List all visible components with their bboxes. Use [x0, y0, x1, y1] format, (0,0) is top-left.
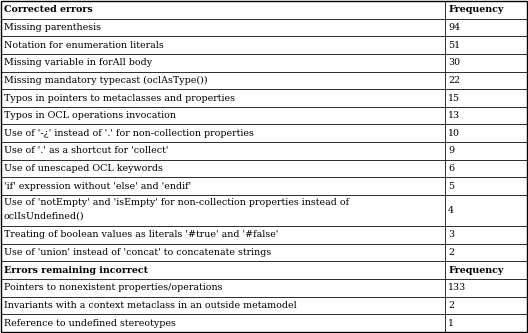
Text: Frequency: Frequency [448, 5, 504, 14]
Bar [1, 54, 445, 72]
Text: Use of '.' as a shortcut for 'collect': Use of '.' as a shortcut for 'collect' [4, 147, 168, 156]
Text: 15: 15 [448, 94, 460, 103]
Bar [445, 107, 527, 125]
Text: 3: 3 [448, 230, 454, 239]
Bar [1, 89, 445, 107]
Bar [445, 142, 527, 160]
Text: oclIsUndefined(): oclIsUndefined() [4, 212, 84, 221]
Text: Corrected errors: Corrected errors [4, 5, 93, 14]
Bar [445, 160, 527, 177]
Bar [445, 54, 527, 72]
Text: 22: 22 [448, 76, 460, 85]
Bar [445, 89, 527, 107]
Text: 9: 9 [448, 147, 454, 156]
Bar [1, 195, 445, 226]
Bar [445, 226, 527, 244]
Text: 'if' expression without 'else' and 'endif': 'if' expression without 'else' and 'endi… [4, 182, 191, 191]
Bar [1, 160, 445, 177]
Text: Invariants with a context metaclass in an outside metamodel: Invariants with a context metaclass in a… [4, 301, 297, 310]
Text: Typos in pointers to metaclasses and properties: Typos in pointers to metaclasses and pro… [4, 94, 235, 103]
Text: 13: 13 [448, 111, 460, 120]
Bar [445, 279, 527, 297]
Bar [445, 297, 527, 314]
Bar [1, 72, 445, 89]
Text: Typos in OCL operations invocation: Typos in OCL operations invocation [4, 111, 176, 120]
Text: 5: 5 [448, 182, 454, 191]
Bar [1, 177, 445, 195]
Text: Reference to undefined stereotypes: Reference to undefined stereotypes [4, 319, 176, 328]
Text: Pointers to nonexistent properties/operations: Pointers to nonexistent properties/opera… [4, 283, 222, 292]
Text: 94: 94 [448, 23, 460, 32]
Bar [1, 297, 445, 314]
Text: 133: 133 [448, 283, 466, 292]
Bar [445, 195, 527, 226]
Text: 2: 2 [448, 301, 454, 310]
Bar [1, 19, 445, 36]
Bar [445, 1, 527, 19]
Text: Use of unescaped OCL keywords: Use of unescaped OCL keywords [4, 164, 163, 173]
Text: 1: 1 [448, 319, 454, 328]
Text: Notation for enumeration literals: Notation for enumeration literals [4, 41, 164, 50]
Bar [445, 177, 527, 195]
Bar [445, 36, 527, 54]
Text: 4: 4 [448, 206, 454, 215]
Text: Frequency: Frequency [448, 266, 504, 275]
Bar [445, 314, 527, 332]
Bar [445, 125, 527, 142]
Bar [445, 19, 527, 36]
Text: 2: 2 [448, 248, 454, 257]
Bar [1, 1, 445, 19]
Text: 51: 51 [448, 41, 460, 50]
Bar [1, 125, 445, 142]
Text: Missing parenthesis: Missing parenthesis [4, 23, 101, 32]
Bar [1, 226, 445, 244]
Text: Missing variable in forAll body: Missing variable in forAll body [4, 58, 152, 67]
Bar [445, 261, 527, 279]
Bar [445, 72, 527, 89]
Text: Use of 'union' instead of 'concat' to concatenate strings: Use of 'union' instead of 'concat' to co… [4, 248, 271, 257]
Text: Use of 'notEmpty' and 'isEmpty' for non-collection properties instead of: Use of 'notEmpty' and 'isEmpty' for non-… [4, 198, 349, 207]
Bar [1, 279, 445, 297]
Text: 6: 6 [448, 164, 454, 173]
Bar [1, 261, 445, 279]
Text: Errors remaining incorrect: Errors remaining incorrect [4, 266, 148, 275]
Bar [445, 244, 527, 261]
Bar [1, 107, 445, 125]
Bar [1, 244, 445, 261]
Text: 10: 10 [448, 129, 460, 138]
Text: Treating of boolean values as literals '#true' and '#false': Treating of boolean values as literals '… [4, 230, 278, 239]
Bar [1, 142, 445, 160]
Bar [1, 36, 445, 54]
Text: Use of '-¿' instead of '.' for non-collection properties: Use of '-¿' instead of '.' for non-colle… [4, 129, 254, 138]
Text: 30: 30 [448, 58, 460, 67]
Text: Missing mandatory typecast (oclAsType()): Missing mandatory typecast (oclAsType()) [4, 76, 208, 85]
Bar [1, 314, 445, 332]
